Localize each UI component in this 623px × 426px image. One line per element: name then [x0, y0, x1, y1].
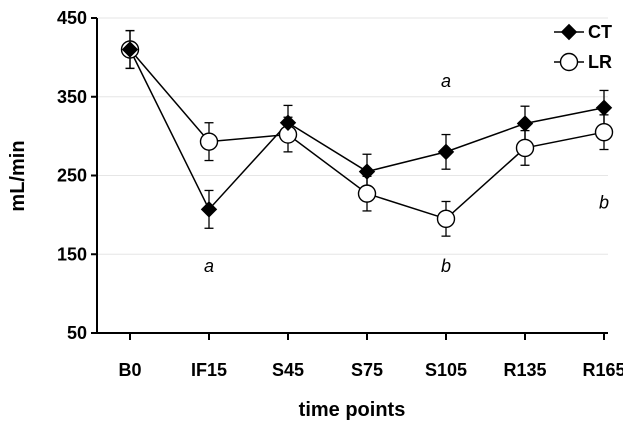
y-tick-label: 250: [57, 166, 87, 186]
legend-marker-lr: [559, 52, 579, 72]
data-point-ct: [595, 99, 613, 116]
data-point-ct: [516, 115, 534, 132]
x-tick-label: R135: [503, 360, 546, 380]
significance-label: a: [204, 256, 214, 276]
data-point-lr: [436, 209, 456, 229]
legend-label-lr: LR: [588, 52, 612, 72]
y-ticks: 50 150 250 350 450: [57, 8, 97, 343]
significance-label: a: [441, 71, 451, 91]
data-point-ct: [279, 114, 297, 131]
y-tick-label: 50: [67, 323, 87, 343]
y-axis-title: mL/min: [7, 140, 29, 211]
error-bars-lr: [125, 29, 609, 237]
x-tick-label: IF15: [191, 360, 227, 380]
gridlines: [97, 17, 608, 255]
legend-marker-ct: [560, 23, 578, 41]
significance-label: b: [441, 256, 451, 276]
data-point-lr: [199, 132, 219, 151]
markers-ct: [121, 41, 613, 218]
legend: CT LR: [554, 22, 612, 72]
x-tick-label: S75: [351, 360, 383, 380]
y-tick-label: 350: [57, 87, 87, 107]
x-ticks: B0 IF15 S45 S75 S105 R135 R165: [118, 333, 623, 380]
data-point-ct: [437, 143, 455, 161]
x-tick-label: B0: [118, 360, 141, 380]
data-point-ct: [200, 201, 218, 218]
data-point-lr: [357, 184, 377, 203]
x-tick-label: R165: [582, 360, 623, 380]
data-point-ct: [358, 163, 376, 180]
y-tick-label: 150: [57, 244, 87, 264]
data-point-ct: [121, 41, 139, 58]
markers-lr: [120, 40, 614, 229]
x-tick-label: S45: [272, 360, 304, 380]
y-tick-label: 450: [57, 8, 87, 28]
annotations: a a b b: [204, 71, 609, 276]
data-point-lr: [515, 138, 535, 158]
legend-label-ct: CT: [588, 22, 612, 42]
significance-label: b: [599, 192, 609, 212]
x-tick-label: S105: [425, 360, 467, 380]
data-point-lr: [594, 122, 614, 142]
x-axis-title: time points: [299, 399, 406, 421]
series-group: [120, 29, 614, 237]
